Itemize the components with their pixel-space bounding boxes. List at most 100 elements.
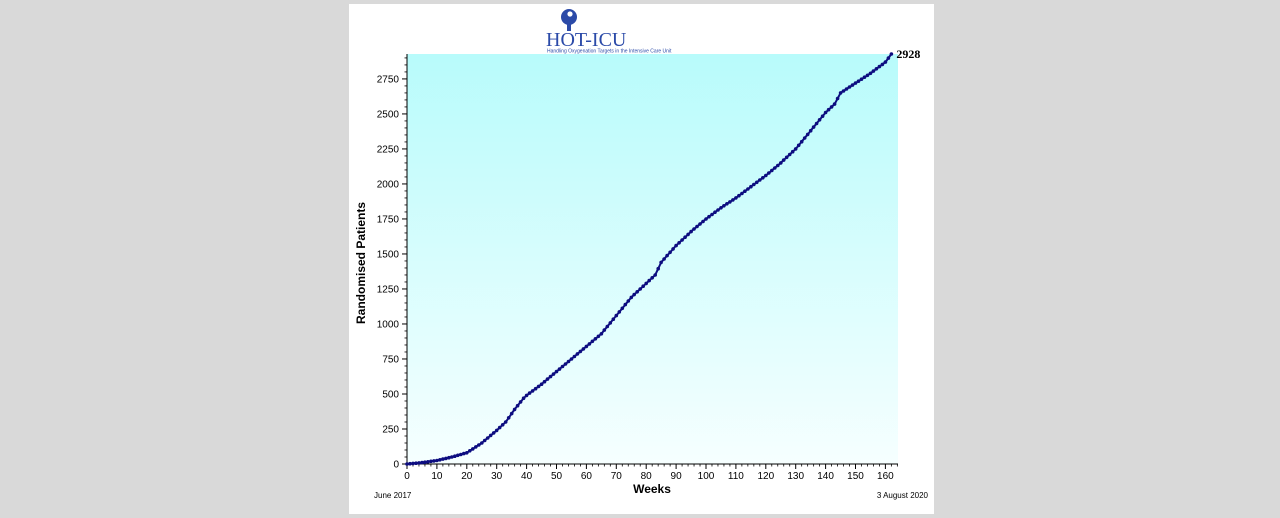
x-tick-label: 30 [491,471,503,482]
series-point [796,143,801,148]
series-point [551,372,556,376]
series-point [614,313,619,318]
series-point [611,317,616,322]
series-point [779,161,783,165]
x-tick-label: 60 [581,471,593,482]
series-point [596,334,601,339]
series-point [459,452,463,457]
series-point [420,460,424,465]
series-point [641,284,645,289]
series-point [408,461,412,466]
series-point [886,56,891,60]
y-tick-label: 1500 [377,249,400,260]
series-point [823,110,828,115]
series-point [560,364,565,369]
series-point [494,428,499,433]
y-tick-label: 1750 [377,214,400,225]
series-point [773,166,777,170]
series-point [617,310,622,314]
series-point [563,362,568,366]
series-point [465,451,469,455]
series-point [653,273,657,277]
series-point [841,89,846,93]
series-point [889,52,894,56]
series-point [787,152,792,157]
series-point [716,208,720,212]
x-tick-label: 160 [877,471,894,482]
series-point [533,386,538,391]
series-point [557,367,562,371]
logo-key-hole-icon [567,11,573,17]
logo-key-stem-icon [567,23,571,31]
series-point [746,187,750,191]
y-axis-title: Randomised Patients [354,202,368,324]
y-tick-label: 750 [382,354,399,365]
series-point [820,114,825,118]
series-point [883,60,888,64]
series-point [426,460,430,464]
series-point [817,118,822,122]
series-point [689,229,693,234]
series-point [784,155,789,160]
end-value-annotation: 2928 [896,47,920,61]
x-tick-label: 120 [757,471,774,482]
series-point [506,416,511,420]
x-tick-label: 150 [847,471,864,482]
series-point [435,458,439,463]
series-point [853,81,858,85]
start-date-label: June 2017 [374,491,412,500]
series-point [578,349,583,354]
series-point [638,287,642,291]
series-point [686,232,690,237]
x-axis-minor-ticks [412,464,898,467]
y-tick-label: 250 [382,424,399,435]
x-axis-ticks: 0 10 20 30 40 50 60 70 80 90 100 110 120 130 140 150 160 [404,464,894,482]
series-point [844,87,849,91]
series-point [808,128,813,133]
series-point [692,227,696,231]
series-point [656,266,660,271]
chart-card: HOT-ICU Handling Oxygenation Targets in … [349,4,934,514]
series-point [491,431,496,435]
series-point [515,403,520,408]
series-point [755,180,759,185]
series-point [488,433,493,438]
series-point [734,196,738,200]
series-point [482,438,487,443]
series-point [593,337,598,341]
x-tick-label: 10 [431,471,443,482]
series-point [518,400,523,404]
x-axis-title: Weeks [633,482,671,496]
series-point [632,292,636,297]
series-point [503,420,508,424]
series-point [608,321,613,325]
series-point [429,459,433,464]
series-point [743,189,747,193]
series-point [620,306,625,311]
series-point [832,102,837,106]
series-point [485,436,490,440]
x-tick-label: 80 [641,471,653,482]
series-point [521,396,526,401]
y-tick-label: 2750 [377,74,400,85]
series-point [477,443,481,447]
series-point [512,407,517,412]
series-point [683,235,687,239]
series-point [764,173,768,178]
series-point [548,374,553,379]
series-point [539,382,544,387]
y-tick-label: 1250 [377,284,400,295]
y-tick-label: 500 [382,389,399,400]
series-point [623,302,628,307]
series-point [793,147,798,151]
series-point [710,212,714,217]
series-point [668,250,672,255]
series-point [530,389,535,393]
series-point [572,354,577,359]
series-point [659,260,663,265]
series-point [411,461,415,466]
series-point [605,324,610,329]
series-point [527,391,532,395]
series-point [865,73,870,78]
series-point [877,64,882,69]
